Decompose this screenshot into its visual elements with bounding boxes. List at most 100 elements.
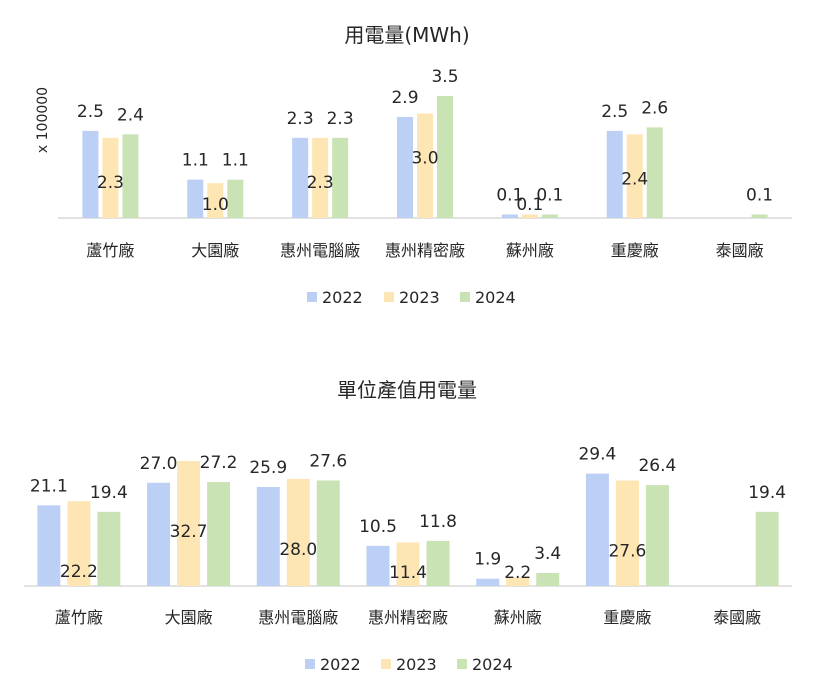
- chart-2-bar-2024: [97, 511, 121, 586]
- chart-2-bar-2023: [506, 577, 530, 586]
- chart-2-legend: 2022 2023 2024: [305, 655, 513, 674]
- chart-2-legend-label-2022: 2022: [320, 655, 361, 674]
- chart-2-bar-2024: [426, 540, 450, 586]
- chart-2-bar-2022: [147, 482, 171, 586]
- chart-2-data-label-2024: 11.8: [419, 512, 457, 532]
- chart-1-data-label-2024: 0.1: [746, 186, 773, 206]
- chart-2-bar-2023: [615, 480, 639, 586]
- chart-2-category-label: 大園廠: [165, 608, 213, 627]
- chart-1-legend-label-2024: 2024: [475, 288, 516, 307]
- chart-1-category-label: 惠州精密廠: [385, 241, 465, 260]
- chart-1-legend-label-2022: 2022: [322, 288, 363, 307]
- chart-1-bar-2023: [312, 137, 329, 218]
- chart-1-bar-2023: [417, 113, 433, 218]
- chart-2-category-label: 惠州精密廠: [368, 608, 448, 627]
- chart-1-bar-2022: [501, 214, 518, 218]
- chart-1-bar-2024: [646, 127, 663, 218]
- chart-2-category-label: 蘇州廠: [494, 608, 542, 627]
- chart-2-bar-2024: [316, 480, 340, 586]
- chart-2-bar-2022: [256, 486, 280, 586]
- chart-1-bar-2024: [437, 96, 453, 218]
- chart-1-data-label-2023: 2.4: [621, 169, 648, 189]
- chart-1-legend-swatch-2022: [307, 292, 317, 302]
- chart-1-category-label: 蘆竹廠: [86, 241, 134, 260]
- chart-1-bar-2024: [332, 137, 349, 218]
- chart-2-data-label-2022: 1.9: [474, 550, 501, 570]
- chart-1-data-label-2022: 1.1: [182, 151, 209, 171]
- chart-2-bar-2023: [177, 461, 201, 586]
- chart-2-data-label-2024: 27.6: [309, 451, 347, 471]
- chart-1-bar-2022: [82, 130, 99, 218]
- chart-2-data-label-2023: 22.2: [60, 562, 98, 582]
- chart-1-bar-2024: [751, 214, 768, 218]
- chart-2-bar-2022: [37, 505, 61, 586]
- chart-1-bar-2024: [122, 134, 139, 218]
- chart-2-data-label-2022: 27.0: [140, 454, 178, 474]
- chart-1-data-label-2022: 0.1: [496, 186, 523, 206]
- chart-2-legend-label-2024: 2024: [472, 655, 513, 674]
- chart-2-category-label: 惠州電腦廠: [258, 608, 338, 627]
- chart-1-title: 用電量(MWh): [344, 23, 469, 47]
- chart-1-data-label-2024: 1.1: [222, 151, 249, 171]
- chart-1-data-label-2023: 2.3: [97, 173, 124, 193]
- chart-1-bar-2022: [187, 179, 204, 218]
- chart-2-bar-2023: [286, 478, 310, 586]
- chart-2-data-label-2024: 19.4: [748, 483, 786, 503]
- chart-2-data-label-2023: 27.6: [608, 541, 646, 561]
- chart-2-bar-2023: [67, 501, 91, 586]
- chart-1-bar-2022: [606, 130, 623, 218]
- chart-2-legend-swatch-2023: [381, 659, 391, 669]
- chart-1-category-label: 重慶廠: [611, 241, 659, 260]
- chart-2: 單位產值用電量 21.1 22.2 19.4 27.0 32.7 27.2 25.9 28.0…: [24, 378, 792, 674]
- chart-2-data-label-2022: 21.1: [30, 476, 68, 496]
- chart-2-legend-swatch-2022: [305, 659, 315, 669]
- chart-2-legend-swatch-2024: [457, 659, 467, 669]
- chart-2-data-label-2022: 10.5: [359, 517, 397, 537]
- chart-1-category-label: 蘇州廠: [506, 241, 554, 260]
- chart-2-bar-2024: [755, 511, 779, 586]
- chart-1-data-label-2024: 0.1: [536, 186, 563, 206]
- chart-1-bars: [82, 96, 768, 218]
- chart-2-data-label-2023: 11.4: [389, 563, 427, 583]
- chart-2-bar-2022: [585, 473, 609, 586]
- chart-1-legend-swatch-2024: [460, 292, 470, 302]
- chart-1-legend-swatch-2023: [384, 292, 394, 302]
- chart-1-data-label-2024: 2.4: [117, 105, 144, 125]
- chart-2-bar-2024: [645, 485, 669, 586]
- chart-1-legend: 2022 2023 2024: [307, 288, 516, 307]
- chart-2-category-label: 蘆竹廠: [55, 608, 103, 627]
- chart-2-legend-label-2023: 2023: [396, 655, 437, 674]
- chart-1-data-label-2024: 3.5: [431, 67, 458, 87]
- chart-1-legend-label-2023: 2023: [399, 288, 440, 307]
- chart-1-bar-2023: [626, 134, 643, 218]
- chart-2-category-labels: 蘆竹廠 大園廠 惠州電腦廠 惠州精密廠 蘇州廠 重慶廠 泰國廠: [55, 608, 761, 627]
- chart-1-category-label: 惠州電腦廠: [280, 241, 360, 260]
- chart-1-data-label-2022: 2.3: [287, 109, 314, 129]
- chart-1-data-labels: 2.52.32.41.11.01.12.32.32.32.93.03.50.10…: [77, 67, 773, 215]
- chart-1-data-label-2024: 2.3: [327, 109, 354, 129]
- chart-1-bar-2024: [541, 214, 558, 218]
- chart-1-category-labels: 蘆竹廠 大園廠 惠州電腦廠 惠州精密廠 蘇州廠 重慶廠 泰國廠: [86, 241, 763, 260]
- chart-1-bar-2024: [227, 179, 244, 218]
- chart-2-data-label-2022: 29.4: [578, 445, 616, 465]
- chart-1-bar-2023: [102, 137, 119, 218]
- chart-1-data-label-2023: 0.1: [516, 195, 543, 215]
- chart-2-data-label-2023: 2.2: [504, 563, 531, 583]
- chart-2-data-label-2024: 27.2: [200, 453, 238, 473]
- chart-2-data-label-2024: 26.4: [638, 456, 676, 476]
- chart-1-data-label-2023: 1.0: [202, 195, 229, 215]
- chart-1-data-label-2023: 2.3: [307, 173, 334, 193]
- chart-2-data-label-2024: 3.4: [534, 544, 561, 564]
- chart-1-bar-2023: [207, 183, 224, 218]
- chart-1-bar-2022: [292, 137, 309, 218]
- chart-1-y-axis-label: x 100000: [35, 87, 51, 153]
- chart-1: 用電量(MWh) x 100000 2.5 2.3 2.4 1.1 1.0 1.1 2.3 2…: [35, 23, 792, 307]
- chart-2-data-label-2023: 32.7: [170, 522, 208, 542]
- chart-2-bar-2024: [536, 573, 560, 586]
- chart-2-bars: [37, 461, 779, 586]
- chart-2-data-label-2022: 25.9: [249, 458, 287, 478]
- chart-1-data-label-2022: 2.5: [77, 102, 104, 122]
- chart-1-category-label: 大園廠: [191, 241, 239, 260]
- chart-2-bar-2022: [366, 545, 390, 586]
